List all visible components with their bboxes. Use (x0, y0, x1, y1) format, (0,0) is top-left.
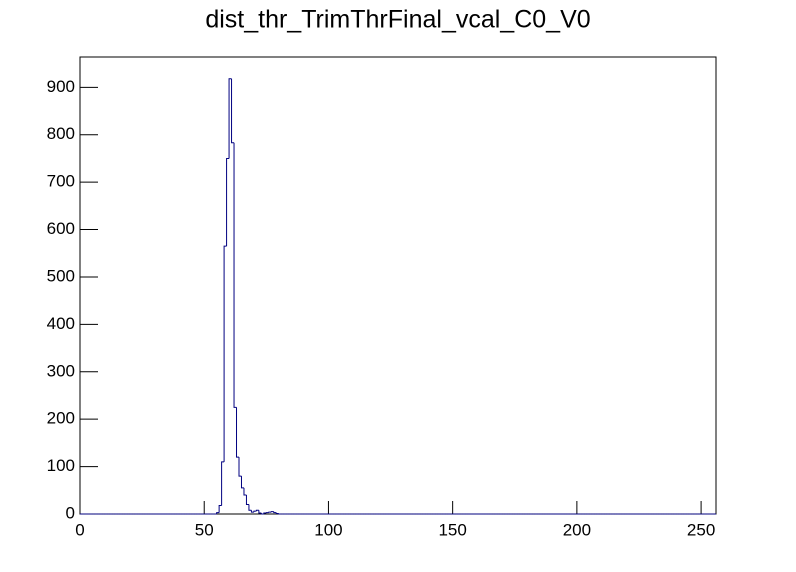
histogram-bin (233, 142, 237, 408)
y-tick-label: 300 (47, 361, 75, 380)
histogram-bin (240, 476, 244, 489)
x-tick-label: 0 (75, 520, 84, 539)
histogram-bin (218, 504, 222, 513)
y-tick-label: 900 (47, 77, 75, 96)
y-tick-label: 0 (66, 503, 75, 522)
histogram-bin (231, 78, 235, 144)
histogram-bin (275, 512, 279, 515)
histogram-bin (226, 157, 230, 247)
histogram-bin (228, 78, 232, 159)
histogram-bin (223, 245, 227, 462)
y-tick-label: 500 (47, 266, 75, 285)
histogram-bin (253, 510, 257, 513)
y-tick-label: 800 (47, 124, 75, 143)
y-tick-label: 600 (47, 219, 75, 238)
histogram-bin (243, 487, 247, 496)
histogram-bin (238, 457, 242, 477)
y-tick-label: 100 (47, 456, 75, 475)
histogram-bin (236, 407, 239, 458)
x-tick-label: 200 (563, 520, 591, 539)
histogram-bin (263, 512, 267, 514)
histogram-bin (245, 495, 249, 506)
histogram-bin (255, 509, 259, 512)
histogram-bin (273, 511, 277, 514)
x-tick-label: 50 (195, 520, 214, 539)
histogram-bin (250, 510, 254, 513)
histogram-bin (216, 512, 220, 514)
histogram-bin (258, 510, 262, 514)
y-tick-label: 200 (47, 409, 75, 428)
y-tick-label: 700 (47, 172, 75, 191)
histogram-bin (221, 461, 225, 506)
histogram-bin (248, 504, 252, 511)
y-tick-label: 400 (47, 314, 75, 333)
x-tick-label: 250 (687, 520, 715, 539)
histogram-bin (260, 513, 264, 515)
x-tick-label: 150 (438, 520, 466, 539)
chart-title: dist_thr_TrimThrFinal_vcal_C0_V0 (205, 6, 590, 34)
x-tick-label: 100 (314, 520, 342, 539)
